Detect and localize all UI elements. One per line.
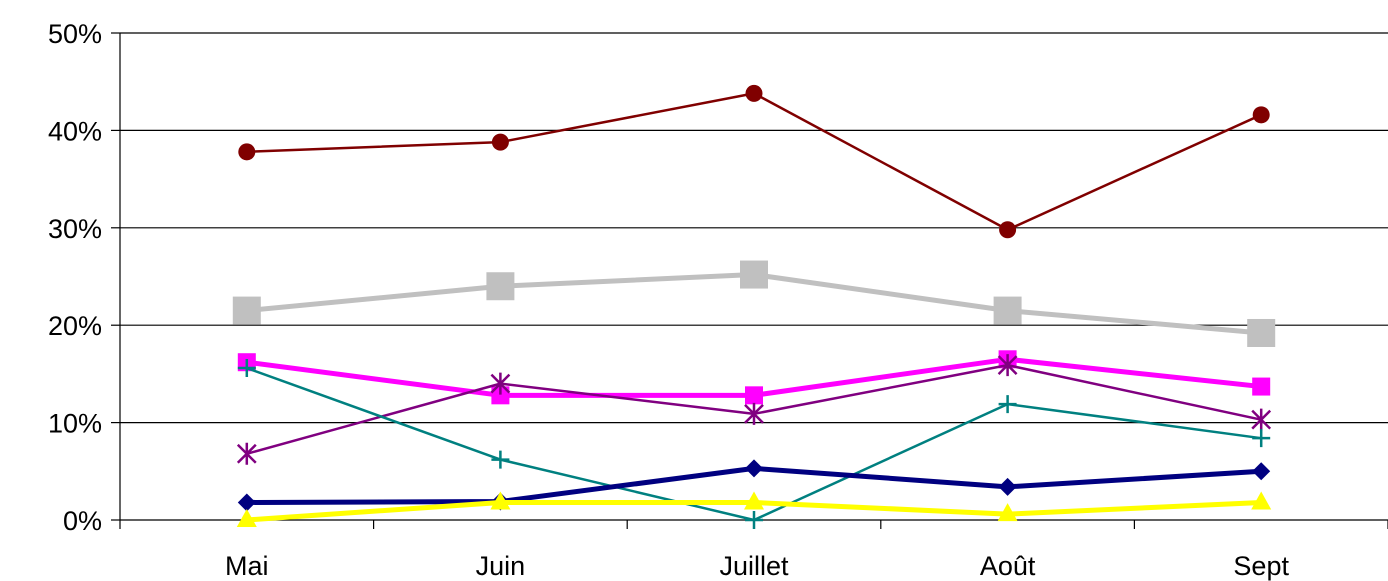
data-point — [1252, 462, 1271, 481]
data-point — [491, 450, 510, 469]
y-tick-label: 50% — [48, 19, 102, 49]
series-1 — [238, 84, 1270, 239]
y-tick-label: 20% — [48, 311, 102, 341]
data-point — [744, 402, 764, 425]
data-point — [998, 395, 1017, 414]
x-tick-label: Mai — [225, 551, 269, 581]
data-point — [745, 386, 763, 405]
series-5 — [237, 359, 1271, 529]
data-point — [745, 511, 763, 529]
x-tick-label: Sept — [1233, 551, 1289, 581]
data-point — [745, 84, 763, 102]
data-point — [744, 491, 764, 510]
y-tick-label: 0% — [63, 506, 102, 536]
data-point — [490, 372, 511, 395]
data-point — [1251, 408, 1272, 431]
data-point — [491, 133, 509, 151]
data-point — [1252, 429, 1271, 448]
data-point — [745, 459, 763, 478]
y-tick-label: 40% — [48, 116, 102, 146]
data-point — [740, 260, 768, 289]
data-point — [993, 296, 1022, 325]
data-point — [491, 386, 510, 405]
data-point — [999, 221, 1017, 239]
data-point — [997, 354, 1018, 377]
data-point — [237, 359, 256, 378]
data-point — [237, 493, 256, 512]
series-line — [246, 92, 1262, 231]
x-tick-label: Août — [980, 551, 1036, 581]
x-tick-label: Juillet — [719, 551, 789, 581]
x-tick-label: Juin — [476, 551, 526, 581]
data-point — [236, 509, 257, 527]
data-point — [238, 143, 256, 161]
data-point — [1252, 377, 1271, 396]
series-group — [232, 84, 1276, 529]
data-point — [998, 477, 1017, 496]
series-2 — [232, 260, 1276, 347]
data-point — [1252, 106, 1270, 124]
data-point — [997, 503, 1018, 522]
y-axis-labels: 0% 10% 20% 30% 40% 50% — [48, 19, 102, 536]
data-point — [236, 442, 257, 465]
series-4 — [236, 354, 1272, 465]
data-point — [1247, 318, 1276, 347]
data-point — [486, 272, 515, 301]
y-tick-label: 30% — [48, 214, 102, 244]
series-7 — [236, 491, 1272, 527]
data-point — [490, 491, 511, 510]
y-tick-label: 10% — [48, 409, 102, 439]
data-point — [232, 296, 261, 325]
series-3 — [237, 350, 1271, 405]
x-axis-labels: Mai Juin Juillet Août Sept — [225, 551, 1289, 581]
data-point — [1251, 491, 1272, 510]
